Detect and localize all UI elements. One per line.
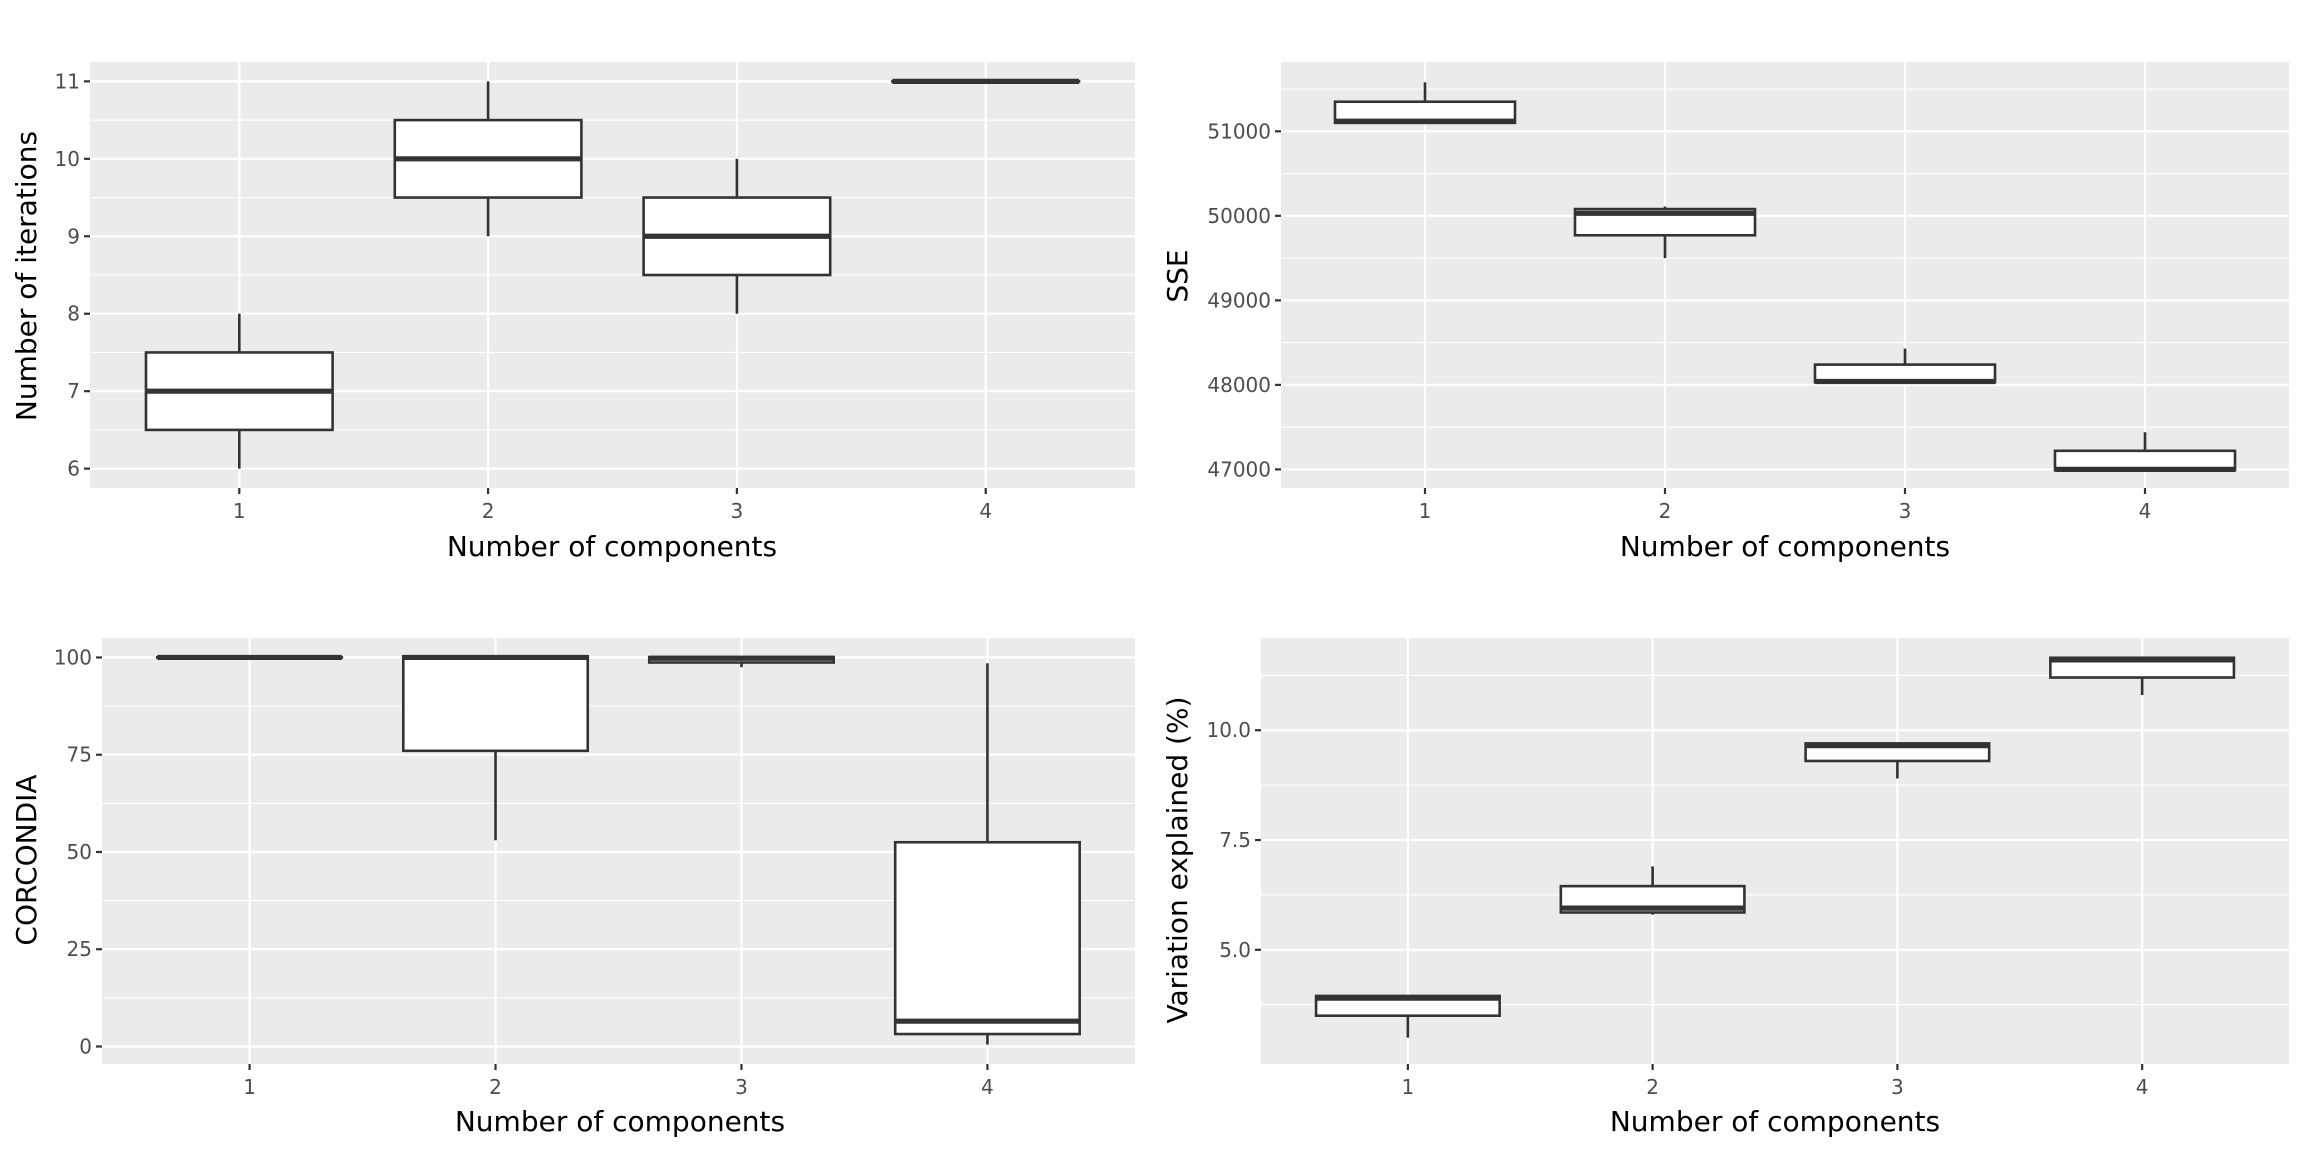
y-tick-label: 75: [67, 743, 92, 767]
y-tick-label: 7.5: [1219, 828, 1251, 852]
box-1: [1333, 82, 1517, 125]
y-tick-label: 51000: [1207, 119, 1271, 143]
x-tick-label: 4: [2139, 499, 2152, 523]
panel-sse: 47000 48000 49000 50000 51000 1 2 3 4 Number of …: [1161, 62, 2289, 563]
x-tick-label: 3: [1899, 499, 1912, 523]
plot-background: [1261, 638, 2289, 1064]
x-axis-title: Number of components: [455, 1105, 785, 1138]
y-tick-label: 6: [67, 457, 80, 481]
x-tick-label: 2: [1659, 499, 1672, 523]
y-tick-label: 10.0: [1206, 718, 1251, 742]
y-tick-label: 7: [67, 379, 80, 403]
y-tick-label: 50: [67, 840, 92, 864]
iqr-box: [893, 840, 1081, 1036]
x-tick-label: 2: [489, 1075, 502, 1099]
x-axis-title: Number of components: [447, 530, 777, 563]
y-tick-label: 100: [54, 645, 92, 669]
x-tick-label: 4: [979, 499, 992, 523]
y-tick-label: 47000: [1207, 457, 1271, 481]
box-4: [2049, 656, 2236, 696]
y-tick-label: 49000: [1207, 288, 1271, 312]
box-3: [1804, 742, 1991, 779]
box-2: [393, 81, 583, 237]
x-tick-label: 2: [482, 499, 495, 523]
y-axis-title: SSE: [1161, 249, 1194, 302]
box-1: [1314, 994, 1501, 1038]
panel-variation-explained: 5.0 7.5 10.0 1 2 3 4 Number of components Vari…: [1161, 638, 2289, 1138]
y-tick-label: 48000: [1207, 373, 1271, 397]
y-tick-label: 50000: [1207, 204, 1271, 228]
y-tick-label: 5.0: [1219, 938, 1251, 962]
x-tick-label: 2: [1646, 1075, 1659, 1099]
box-2: [1559, 866, 1746, 915]
box-4: [893, 663, 1081, 1045]
y-tick-label: 9: [67, 224, 80, 248]
x-tick-label: 1: [1419, 499, 1432, 523]
panel-corcondia: 0 25 50 75 100 1 2 3 4 Number of components CORC…: [10, 638, 1135, 1138]
box-3: [647, 655, 836, 668]
x-tick-label: 1: [233, 499, 246, 523]
y-axis-title: Number of iterations: [10, 131, 43, 421]
plot-background: [1281, 62, 2289, 488]
y-axis-title: Variation explained (%): [1161, 696, 1194, 1023]
x-tick-label: 3: [1891, 1075, 1904, 1099]
x-axis-title: Number of components: [1620, 530, 1950, 563]
box-2: [1573, 206, 1757, 259]
box-1: [144, 313, 334, 469]
box-4: [2053, 432, 2237, 473]
x-tick-label: 1: [1401, 1075, 1414, 1099]
x-tick-label: 1: [243, 1075, 256, 1099]
iqr-box: [401, 654, 590, 753]
y-tick-label: 25: [67, 937, 92, 961]
y-tick-label: 8: [67, 302, 80, 326]
x-axis-title: Number of components: [1610, 1105, 1940, 1138]
y-tick-label: 10: [55, 147, 80, 171]
box-3: [642, 158, 832, 314]
x-tick-label: 4: [2136, 1075, 2149, 1099]
box-2: [401, 654, 590, 841]
y-axis-title: CORCONDIA: [10, 774, 43, 945]
y-tick-label: 0: [79, 1034, 92, 1058]
y-tick-label: 11: [55, 69, 80, 93]
box-3: [1813, 348, 1997, 385]
x-tick-label: 4: [981, 1075, 994, 1099]
x-tick-label: 3: [735, 1075, 748, 1099]
x-tick-label: 3: [731, 499, 744, 523]
